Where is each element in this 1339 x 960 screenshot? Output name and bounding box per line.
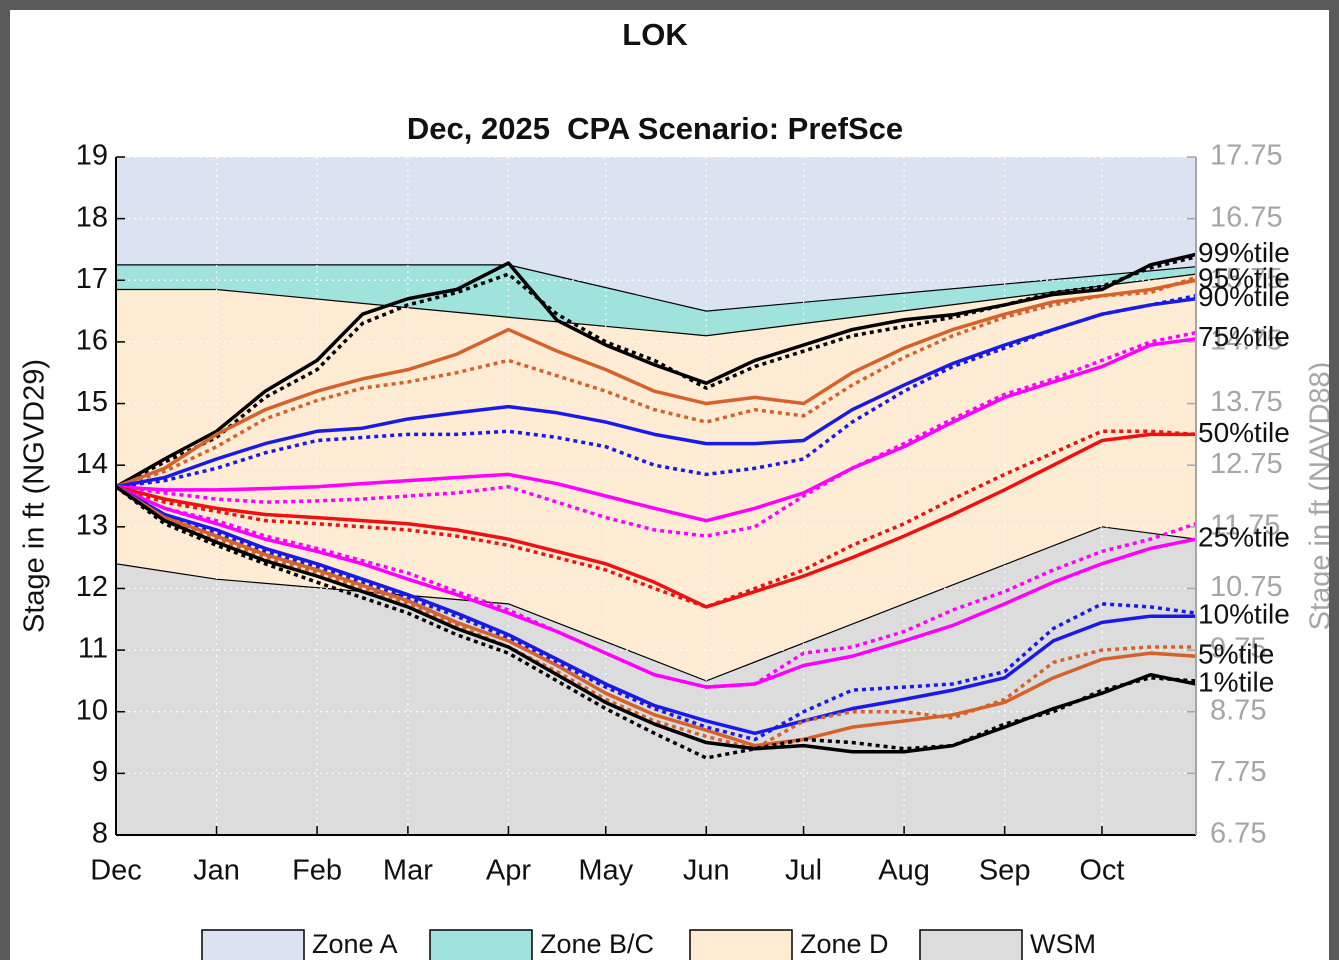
y-tick-label: 16: [76, 325, 108, 357]
chart-title: LOK: [622, 17, 688, 52]
series-end-label: 5%tile: [1198, 639, 1274, 670]
y2-tick-label: 8.75: [1210, 694, 1266, 726]
x-tick-label: Aug: [878, 855, 930, 887]
percentile-line: [115, 255, 1197, 489]
y-tick-label: 11: [78, 633, 108, 665]
y2-tick-label: 9.75: [1210, 633, 1266, 665]
series-end-label: 10%tile: [1198, 599, 1290, 630]
percentile-line: [115, 432, 1196, 609]
series-end-label: 90%tile: [1198, 281, 1290, 312]
y2-tick-label: 15.75: [1210, 263, 1283, 295]
y2-tick-label: 14.75: [1210, 325, 1283, 357]
series-end-label: 25%tile: [1198, 522, 1290, 553]
y2-tick-label: 6.75: [1210, 818, 1266, 850]
x-tick-label: Jan: [193, 855, 240, 887]
percentile-line: [114, 485, 1197, 754]
y2-tick-label: 17.75: [1210, 140, 1283, 172]
x-tick-label: May: [578, 855, 633, 887]
legend-label: Zone D: [800, 929, 889, 959]
percentile-line: [115, 485, 1197, 748]
y-tick-label: 13: [76, 509, 108, 541]
y2-tick-label: 16.75: [1210, 201, 1283, 233]
series-end-label: 1%tile: [1198, 666, 1274, 697]
y-tick-label: 14: [76, 448, 108, 480]
zone-boundary: [115, 526, 1197, 682]
y-tick-label: 8: [92, 818, 108, 850]
series-end-label: 50%tile: [1198, 417, 1290, 448]
series-end-label: 95%tile: [1198, 263, 1290, 294]
percentile-line: [115, 330, 1197, 538]
x-tick-label: Apr: [486, 855, 531, 887]
y-tick-label: 9: [92, 756, 108, 788]
y2-tick-label: 10.75: [1210, 571, 1283, 603]
y-tick-label: 10: [76, 694, 108, 726]
legend-label: Zone B/C: [540, 929, 654, 959]
zone-boundary: [116, 264, 1197, 312]
legend-label: WSM: [1030, 929, 1096, 959]
percentile-line: [115, 278, 1197, 489]
legend-swatch: [689, 929, 793, 960]
y2-tick-label: 13.75: [1210, 386, 1283, 418]
x-tick-label: Dec: [90, 855, 142, 887]
y-axis-label: Stage in ft (NGVD29): [19, 359, 51, 633]
y2-tick-label: 12.75: [1210, 448, 1283, 480]
y2-tick-label: 11.75: [1210, 509, 1280, 541]
x-tick-label: Jun: [683, 855, 730, 887]
chart-subtitle: Dec, 2025 CPA Scenario: PrefSce: [407, 111, 903, 146]
percentile-line: [114, 485, 1197, 760]
zone-boundary: [116, 273, 1197, 337]
percentile-line: [115, 485, 1197, 689]
y-tick-label: 19: [76, 140, 108, 172]
x-tick-label: Jul: [785, 855, 822, 887]
series-end-label: 99%tile: [1198, 237, 1290, 268]
legend-swatch: [201, 929, 305, 960]
legend-label: Zone A: [312, 929, 398, 959]
percentile-line: [114, 485, 1196, 751]
legend-swatch: [919, 929, 1023, 960]
y-tick-label: 18: [76, 201, 108, 233]
percentile-line: [115, 429, 1197, 609]
y2-tick-label: 7.75: [1210, 756, 1266, 788]
x-tick-label: Oct: [1079, 855, 1124, 887]
percentile-line: [115, 297, 1197, 489]
series-end-label: 75%tile: [1198, 321, 1290, 352]
x-tick-label: Mar: [383, 855, 433, 887]
y-tick-label: 17: [76, 263, 108, 295]
y-tick-label: 12: [76, 571, 108, 603]
x-tick-label: Sep: [979, 855, 1031, 887]
plot-area: 8 9 10 11 12 13 14 15 16 17 18 19 Dec Jan Feb Mar Apr May…: [76, 140, 1283, 887]
percentile-line: [115, 337, 1197, 523]
legend-swatch: [429, 929, 533, 960]
x-tick-label: Feb: [292, 855, 342, 887]
y-tick-label: 15: [76, 386, 108, 418]
percentile-line: [115, 275, 1197, 489]
percentile-line: [115, 485, 1196, 736]
